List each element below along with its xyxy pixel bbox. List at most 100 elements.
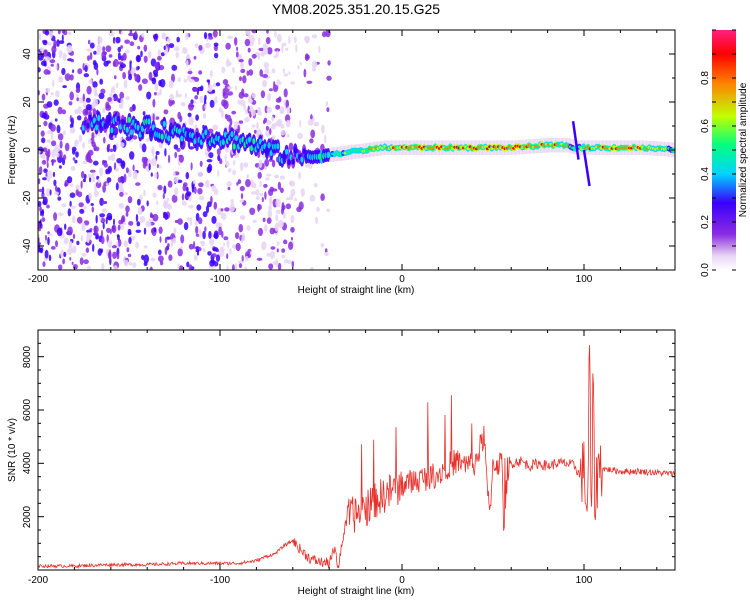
spectrogram-speckle	[266, 252, 272, 257]
spectrogram-speckle	[72, 149, 76, 155]
spectrogram-speckle	[280, 108, 284, 114]
spectrogram-speckle	[223, 100, 229, 110]
spectrogram-speckle	[119, 191, 124, 197]
spectrogram-ridge-core	[204, 129, 208, 136]
spectrogram-speckle	[55, 152, 60, 158]
spectrogram-speckle	[55, 64, 58, 70]
spectrogram-speckle	[274, 48, 281, 52]
spectrogram-speckle	[186, 261, 190, 268]
spectrogram-speckle	[72, 264, 78, 270]
spectrogram-speckle	[222, 91, 229, 99]
spectrogram-speckle	[290, 81, 296, 85]
spectrogram-speckle	[47, 170, 53, 179]
spectrogram-speckle	[63, 30, 68, 36]
spectrogram-speckle	[50, 92, 54, 96]
spectrogram-speckle	[72, 245, 77, 254]
bottom-ytick-label: 8000	[22, 345, 33, 368]
spectrogram-speckle	[248, 108, 255, 112]
spectrogram-speckle	[40, 60, 47, 66]
spectrogram-speckle	[244, 255, 249, 262]
spectrogram-speckle	[69, 74, 74, 81]
spectrogram-speckle	[59, 150, 63, 159]
spectrogram-speckle	[209, 99, 215, 108]
spectrogram-speckle	[153, 34, 158, 40]
spectrogram-speckle	[107, 215, 113, 221]
spectrogram-speckle	[267, 209, 273, 218]
spectrogram-speckle	[72, 215, 76, 224]
spectrogram-speckle	[213, 42, 219, 47]
spectrogram-speckle	[45, 188, 51, 197]
spectrogram-speckle	[156, 164, 159, 168]
spectrogram-speckle	[54, 145, 61, 153]
spectrogram-speckle	[185, 186, 189, 193]
spectrogram-speckle	[276, 241, 280, 246]
spectrogram-speckle	[263, 224, 268, 232]
spectrogram-speckle	[113, 218, 115, 226]
spectrogram-speckle	[106, 227, 111, 234]
spectrogram-ridge-core	[267, 142, 271, 149]
spectrogram-ridge-core	[147, 118, 151, 125]
spectrogram-speckle	[157, 249, 162, 256]
spectrogram-speckle	[253, 129, 257, 134]
spectrogram-speckle	[125, 49, 130, 54]
spectrogram-speckle	[155, 151, 160, 155]
spectrogram-speckle	[224, 207, 230, 212]
top-xtick-label: 100	[576, 274, 593, 285]
spectrogram-speckle	[91, 206, 95, 213]
spectrogram-speckle	[208, 152, 214, 159]
spectrogram-speckle	[86, 265, 91, 270]
spectrogram-speckle	[285, 203, 292, 210]
spectrogram-speckle	[264, 158, 270, 167]
spectrogram-speckle	[168, 154, 171, 164]
spectrogram-speckle	[140, 50, 143, 58]
spectrogram-speckle	[161, 32, 167, 40]
spectrogram-speckle	[272, 261, 278, 265]
spectrogram-speckle	[129, 106, 134, 113]
spectrogram-speckle	[54, 191, 60, 196]
spectrogram-speckle	[152, 149, 155, 157]
spectrogram-speckle	[76, 97, 79, 102]
spectrogram-speckle	[183, 182, 188, 187]
spectrogram-speckle	[66, 248, 73, 255]
spectrogram-speckle	[41, 93, 46, 101]
spectrogram-speckle	[105, 168, 111, 175]
spectrogram-speckle	[212, 89, 216, 94]
spectrogram-speckle	[251, 30, 258, 34]
spectrogram-speckle	[47, 236, 50, 246]
spectrogram-speckle	[67, 208, 72, 217]
spectrogram-speckle	[92, 243, 95, 252]
spectrogram-speckle	[54, 118, 58, 122]
spectrogram-speckle	[106, 177, 112, 183]
spectrogram-panel: -200 -100 0 100 Height of straight line …	[7, 29, 676, 296]
spectrogram-speckle	[125, 205, 130, 213]
spectrogram-ridge-core	[129, 129, 134, 136]
spectrogram-speckle	[57, 106, 63, 115]
spectrogram-speckle	[127, 253, 132, 258]
spectrogram-speckle	[44, 30, 50, 36]
spectrogram-speckle	[78, 202, 84, 208]
spectrogram-speckle	[113, 59, 119, 67]
spectrogram-ridge-core	[300, 156, 304, 163]
spectrogram-speckle	[163, 199, 167, 209]
spectrogram-ridge-core	[230, 131, 234, 138]
spectrogram-speckle	[166, 197, 170, 202]
spectrogram-speckle	[91, 132, 95, 139]
spectrogram-speckle	[67, 176, 73, 184]
spectrogram-speckle	[71, 261, 74, 265]
spectrogram-speckle	[274, 30, 277, 38]
spectrogram-speckle	[125, 211, 129, 217]
spectrogram-speckle	[43, 49, 49, 57]
spectrogram-speckle	[136, 221, 141, 227]
spectrogram-speckle	[243, 162, 249, 168]
spectrogram-speckle	[79, 208, 85, 214]
spectrogram-speckle	[88, 78, 93, 84]
spectrogram-speckle	[55, 240, 58, 248]
spectrogram-speckle	[89, 228, 93, 231]
spectrogram-speckle	[233, 125, 237, 130]
spectrogram-burst	[582, 149, 591, 187]
spectrogram-speckle	[224, 154, 227, 163]
spectrogram-speckle	[164, 213, 169, 221]
spectrogram-speckle	[39, 219, 42, 229]
spectrogram-speckle	[107, 143, 111, 148]
spectrogram-speckle	[181, 193, 185, 201]
